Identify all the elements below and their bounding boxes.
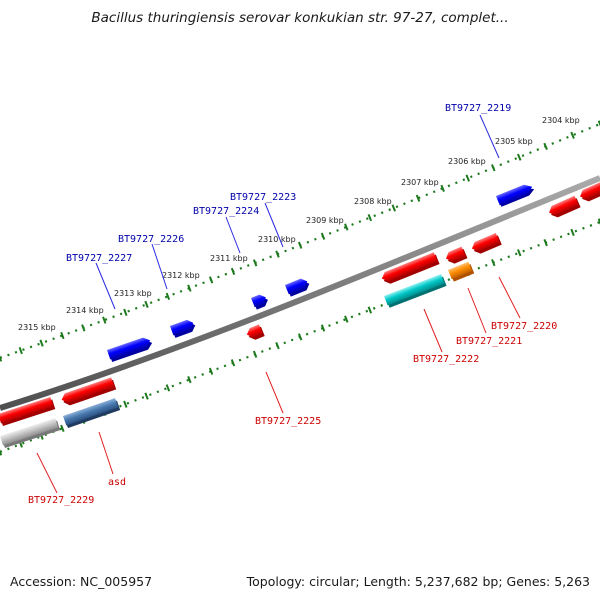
gene-label-bt9727-2225[interactable]: BT9727_2225 bbox=[255, 416, 321, 427]
major-tick bbox=[252, 259, 258, 267]
major-tick bbox=[0, 355, 3, 362]
gene-label-bt9727-2219[interactable]: BT9727_2219 bbox=[445, 103, 511, 114]
gene-bt9727-2229-red[interactable] bbox=[0, 397, 56, 427]
gene-label-bt9727-2221[interactable]: BT9727_2221 bbox=[456, 336, 522, 347]
gene-label-bt9727-2226[interactable]: BT9727_2226 bbox=[118, 234, 184, 245]
gene-label-bt9727-2223[interactable]: BT9727_2223 bbox=[230, 192, 296, 203]
gene-label-asd[interactable]: asd bbox=[108, 477, 126, 488]
major-tick bbox=[81, 324, 86, 332]
gene-label-bt9727-2227[interactable]: BT9727_2227 bbox=[66, 253, 132, 264]
forward-gene-labels: BT9727_2219 BT9727_2223 BT9727_2224 BT97… bbox=[66, 103, 511, 264]
major-tick bbox=[275, 250, 280, 258]
major-tick bbox=[391, 204, 396, 212]
gene-asd-steel[interactable] bbox=[63, 398, 121, 429]
kbp-label: 2311 kbp bbox=[210, 254, 248, 263]
major-tick bbox=[517, 249, 522, 257]
major-tick bbox=[208, 276, 214, 284]
major-tick bbox=[144, 300, 149, 309]
major-tick bbox=[230, 267, 236, 276]
major-tick bbox=[491, 164, 496, 172]
gene-bt9727-2221-red[interactable] bbox=[444, 246, 468, 266]
major-tick bbox=[465, 174, 471, 182]
major-tick bbox=[516, 153, 522, 161]
major-tick bbox=[320, 324, 326, 332]
gene-label-bt9727-2229[interactable]: BT9727_2229 bbox=[28, 495, 94, 506]
major-tick bbox=[123, 400, 128, 408]
forward-leader-lines bbox=[95, 114, 500, 310]
kbp-label: 2307 kbp bbox=[401, 178, 439, 187]
major-tick bbox=[60, 331, 65, 340]
major-tick bbox=[440, 184, 445, 192]
forward-strand-genes bbox=[107, 182, 536, 362]
kbp-label: 2305 kbp bbox=[495, 137, 533, 146]
major-tick bbox=[18, 346, 23, 355]
major-tick bbox=[0, 449, 3, 456]
gene-bt9727-2224[interactable] bbox=[251, 292, 270, 310]
kbp-label: 2309 kbp bbox=[306, 216, 344, 225]
major-tick bbox=[543, 239, 548, 247]
gene-bt9727-2221-orange[interactable] bbox=[448, 261, 475, 282]
major-tick bbox=[144, 392, 149, 400]
gene-bt9727-2229-gray[interactable] bbox=[0, 418, 61, 449]
major-tick bbox=[415, 194, 421, 202]
major-tick bbox=[491, 259, 496, 267]
kbp-label: 2304 kbp bbox=[542, 116, 580, 125]
major-tick bbox=[102, 316, 107, 324]
major-tick bbox=[187, 284, 192, 292]
kbp-label: 2313 kbp bbox=[114, 289, 152, 298]
gene-label-bt9727-2224[interactable]: BT9727_2224 bbox=[193, 206, 259, 217]
kbp-label: 2314 kbp bbox=[66, 306, 104, 315]
major-tick bbox=[297, 333, 303, 341]
major-tick bbox=[187, 375, 192, 384]
major-tick bbox=[344, 223, 349, 231]
major-tick bbox=[543, 142, 548, 150]
kbp-label: 2310 kbp bbox=[258, 235, 296, 244]
kbp-label: 2312 kbp bbox=[162, 271, 200, 280]
gene-bt9727-2222-cyan[interactable] bbox=[384, 274, 447, 308]
major-tick bbox=[252, 350, 258, 358]
major-tick bbox=[208, 367, 214, 375]
outer-major-ticks bbox=[0, 120, 600, 362]
gene-right-edge-1[interactable] bbox=[578, 179, 600, 203]
major-tick bbox=[597, 218, 600, 225]
genome-backbone bbox=[0, 175, 600, 411]
reverse-gene-labels: BT9727_2220 BT9727_2221 BT9727_2222 BT97… bbox=[28, 321, 557, 506]
gene-bt9727-2223[interactable] bbox=[285, 276, 311, 297]
gene-bt9727-2225[interactable] bbox=[245, 324, 265, 342]
major-tick bbox=[367, 306, 373, 314]
kbp-label: 2315 kbp bbox=[18, 323, 56, 332]
major-tick bbox=[597, 120, 600, 127]
kbp-label: 2306 kbp bbox=[448, 157, 486, 166]
map-title: Bacillus thuringiensis serovar konkukian… bbox=[91, 10, 508, 26]
gene-bt9727-2227[interactable] bbox=[107, 335, 154, 362]
gene-right-edge-2[interactable] bbox=[547, 195, 581, 219]
major-tick bbox=[367, 213, 373, 222]
major-tick bbox=[570, 131, 575, 139]
major-tick bbox=[570, 228, 575, 237]
major-tick bbox=[320, 232, 326, 240]
accession-text: Accession: NC_005957 bbox=[10, 574, 152, 589]
major-tick bbox=[275, 341, 280, 350]
major-tick bbox=[344, 315, 349, 323]
reverse-leader-lines bbox=[36, 276, 521, 494]
gene-label-bt9727-2222[interactable]: BT9727_2222 bbox=[413, 354, 479, 365]
reverse-strand-genes bbox=[0, 179, 600, 449]
major-tick bbox=[230, 359, 236, 367]
major-tick bbox=[39, 339, 44, 347]
gene-bt9727-2220[interactable] bbox=[470, 233, 502, 256]
gene-bt9727-2219[interactable] bbox=[496, 182, 536, 207]
kbp-label: 2308 kbp bbox=[354, 197, 392, 206]
gene-label-bt9727-2220[interactable]: BT9727_2220 bbox=[491, 321, 557, 332]
gene-bt9727-2226[interactable] bbox=[170, 318, 197, 338]
gene-bt9727-2222-red[interactable] bbox=[380, 252, 440, 286]
major-tick bbox=[123, 308, 128, 316]
major-tick bbox=[165, 384, 171, 392]
topology-info-text: Topology: circular; Length: 5,237,682 bp… bbox=[246, 574, 590, 589]
major-tick bbox=[297, 241, 303, 249]
major-tick bbox=[165, 292, 171, 300]
major-tick bbox=[60, 424, 65, 432]
kbp-scale-labels: 2304 kbp 2305 kbp 2306 kbp 2307 kbp 2308… bbox=[18, 116, 580, 332]
gene-asd-red[interactable] bbox=[60, 377, 117, 407]
